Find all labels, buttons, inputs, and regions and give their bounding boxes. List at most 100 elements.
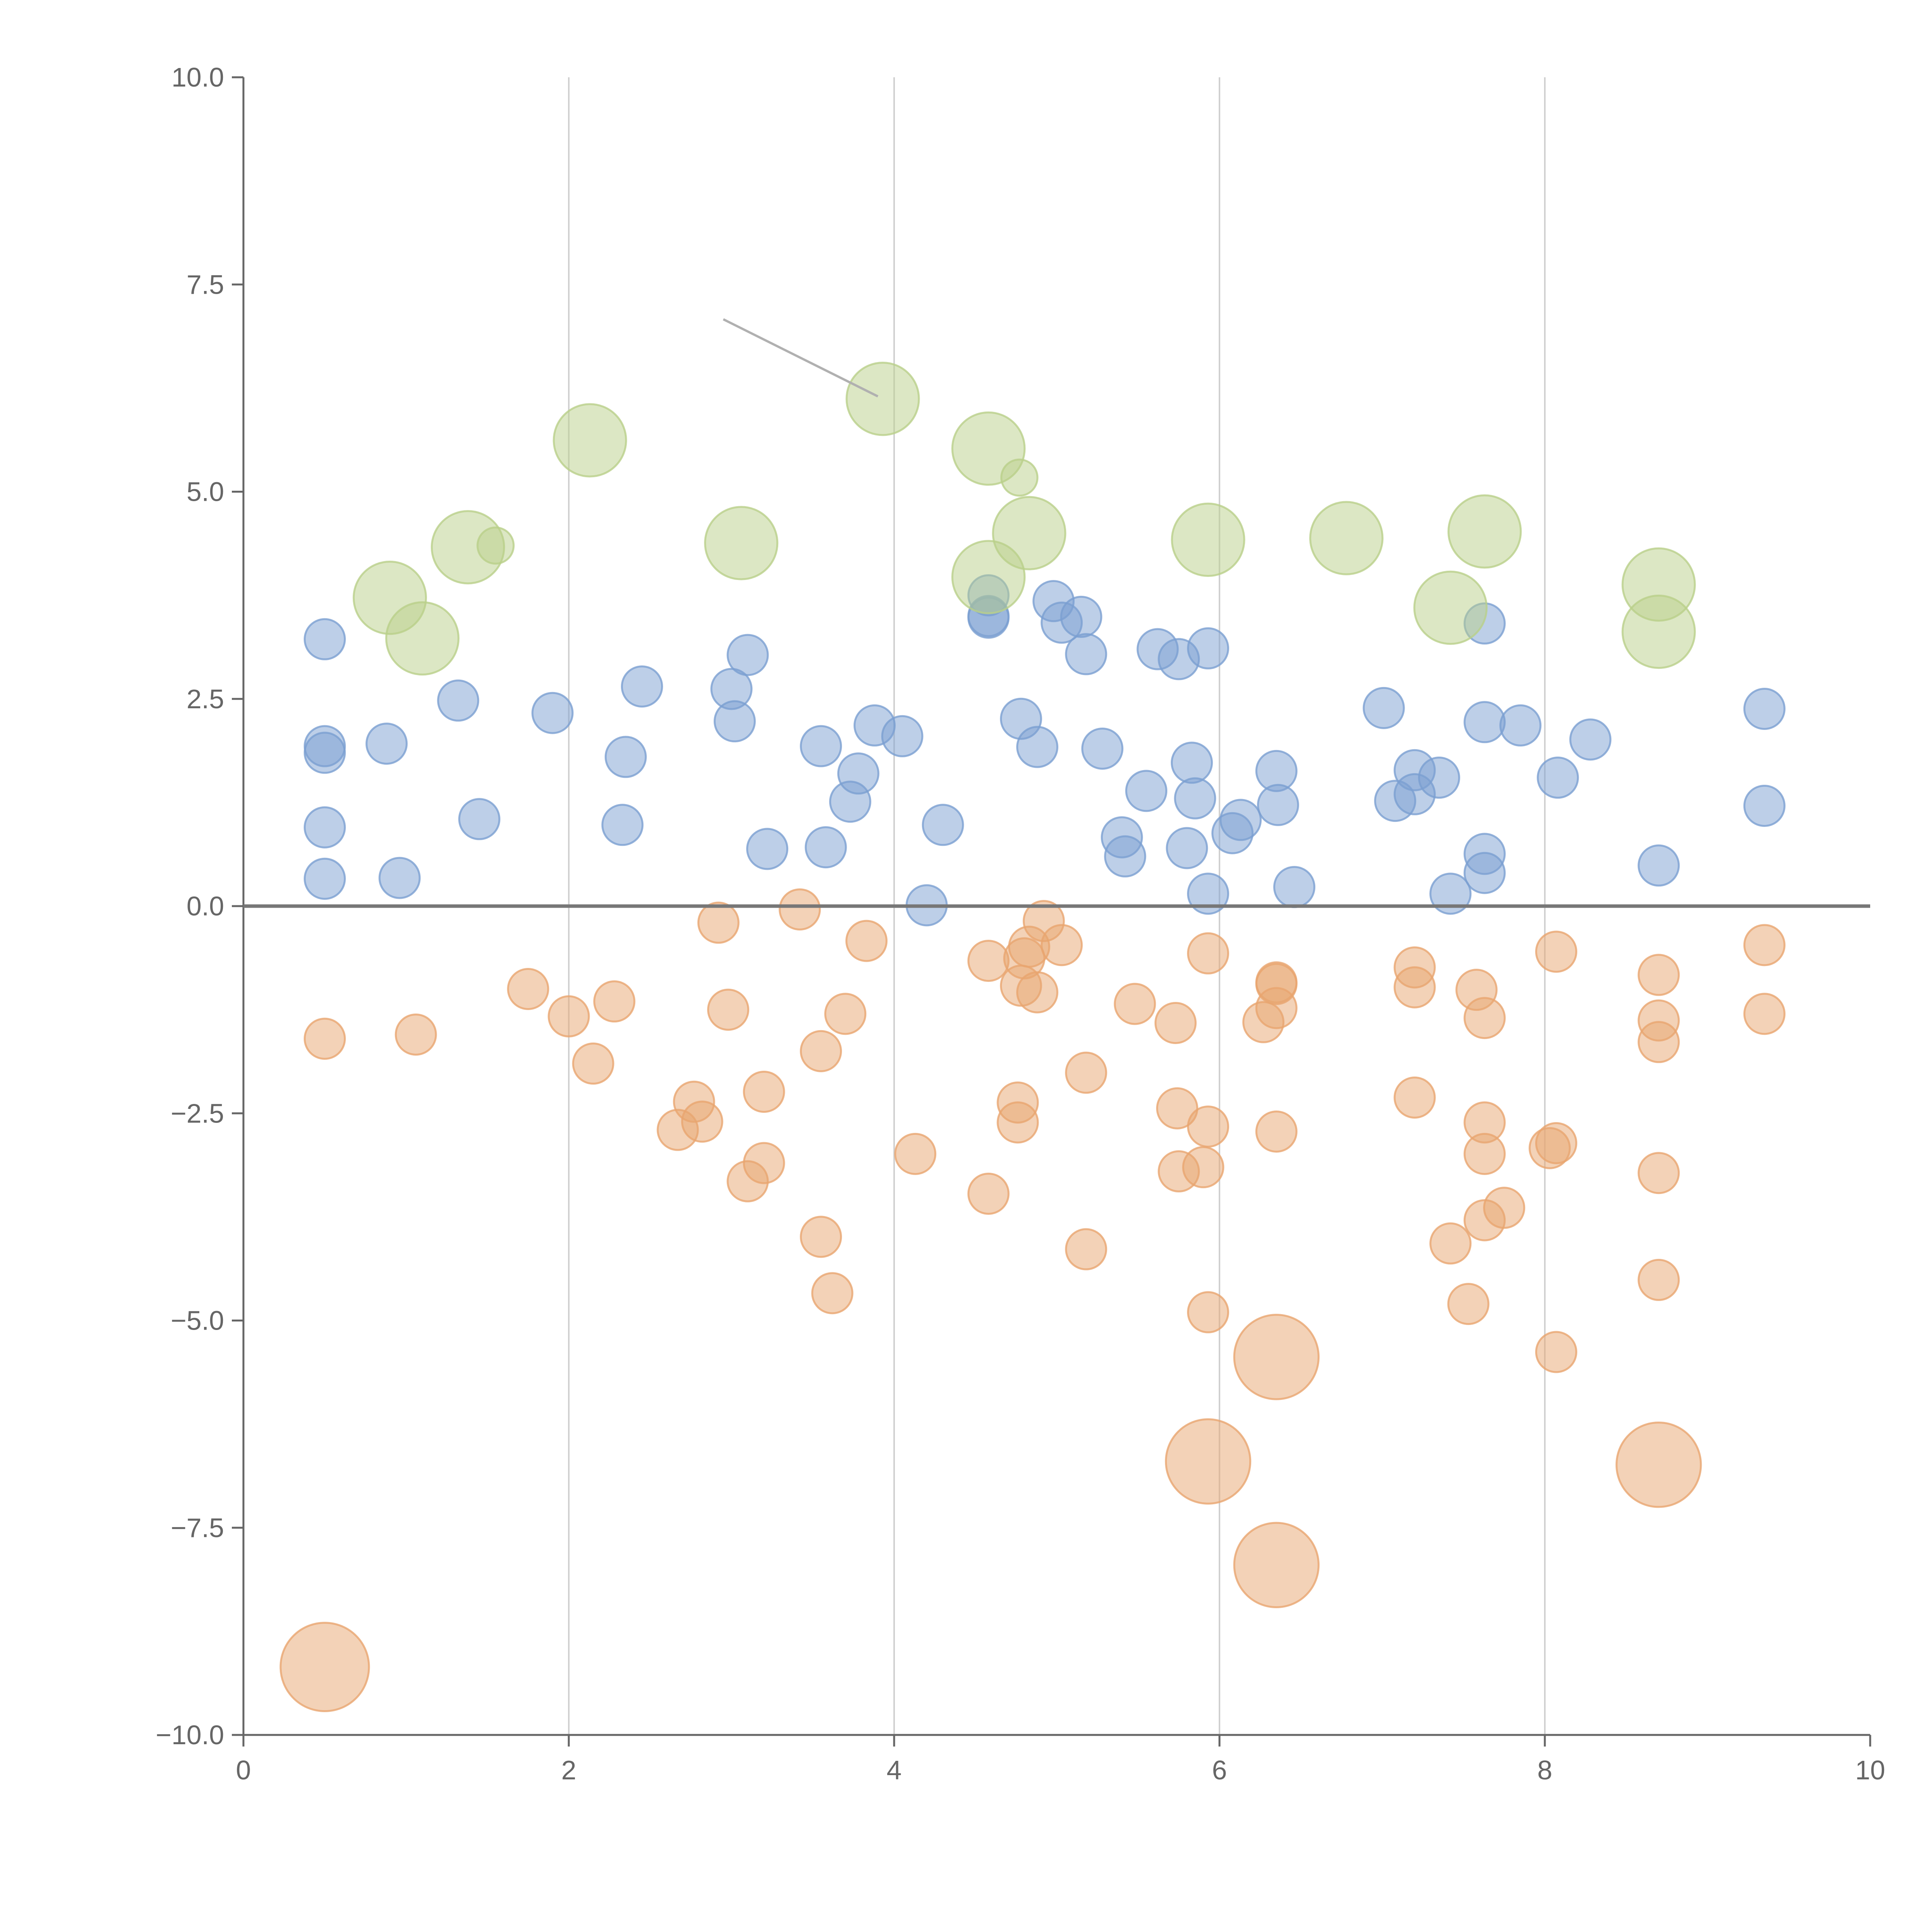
data-point-orange xyxy=(824,993,867,1035)
data-point-orange xyxy=(1463,997,1506,1039)
data-point-blue xyxy=(922,804,964,846)
data-point-orange xyxy=(997,1101,1039,1144)
data-point-blue xyxy=(1273,866,1316,908)
data-point-orange xyxy=(1255,1110,1298,1153)
data-point-orange xyxy=(1182,1146,1225,1189)
data-point-green xyxy=(1621,594,1696,669)
data-point-orange xyxy=(743,1070,785,1113)
data-point-orange xyxy=(697,901,740,944)
data-point-blue xyxy=(304,618,346,660)
data-point-green xyxy=(704,506,779,580)
data-point-blue xyxy=(1104,835,1146,878)
data-point-blue xyxy=(1463,701,1506,743)
x-tick-label: 2 xyxy=(561,1755,577,1785)
y-tick-label: 5.0 xyxy=(187,477,224,507)
data-point-blue xyxy=(604,736,647,778)
data-point-orange xyxy=(572,1043,614,1085)
annotation-leader-line xyxy=(723,318,879,398)
data-point-orange xyxy=(1393,1076,1436,1119)
data-point-orange xyxy=(1447,1283,1490,1325)
data-point-green xyxy=(1171,502,1245,577)
y-tick-label: −5.0 xyxy=(171,1306,224,1336)
data-point-orange xyxy=(1187,1105,1230,1148)
data-point-blue xyxy=(1187,872,1230,915)
data-point-orange xyxy=(1483,1187,1526,1229)
data-point-orange xyxy=(304,1017,346,1060)
y-tick-label: −7.5 xyxy=(171,1513,224,1543)
data-point-blue xyxy=(621,665,663,708)
data-point-orange xyxy=(1065,1051,1107,1094)
data-point-orange xyxy=(1233,1314,1320,1400)
data-point-blue xyxy=(1174,777,1216,820)
y-tick-label: 7.5 xyxy=(187,269,224,299)
data-point-orange xyxy=(1638,954,1680,996)
data-point-blue xyxy=(1743,784,1786,827)
data-point-blue xyxy=(804,826,847,869)
y-tick-label: 0.0 xyxy=(187,891,224,921)
data-point-orange xyxy=(1638,1259,1680,1301)
data-point-orange xyxy=(1743,993,1786,1035)
data-point-orange xyxy=(779,888,821,931)
data-point-orange xyxy=(1255,987,1298,1029)
y-tick-label: −10.0 xyxy=(156,1720,224,1750)
y-tick-label: −2.5 xyxy=(171,1098,224,1128)
y-tick-label: 2.5 xyxy=(187,684,224,714)
data-point-blue xyxy=(1429,872,1472,915)
data-point-green xyxy=(1000,458,1039,497)
data-point-blue xyxy=(1537,757,1579,799)
data-point-orange xyxy=(681,1100,723,1143)
data-point-green xyxy=(476,526,515,565)
data-point-orange xyxy=(1535,930,1577,973)
data-point-blue xyxy=(746,828,789,870)
data-point-orange xyxy=(1165,1418,1252,1505)
data-point-blue xyxy=(437,679,480,722)
data-point-orange xyxy=(1187,932,1230,975)
data-point-orange xyxy=(1743,924,1786,966)
data-point-green xyxy=(1447,494,1522,569)
data-point-blue xyxy=(1125,770,1168,812)
data-point-blue xyxy=(1257,784,1299,826)
data-point-blue xyxy=(726,634,769,676)
data-point-orange xyxy=(800,1030,842,1072)
data-point-orange xyxy=(395,1013,437,1056)
x-tick-label: 6 xyxy=(1212,1755,1227,1785)
data-point-green xyxy=(1309,501,1384,575)
data-point-orange xyxy=(1616,1422,1702,1508)
data-point-orange xyxy=(1535,1122,1577,1164)
data-point-blue xyxy=(1743,687,1786,730)
data-point-blue xyxy=(1166,827,1208,869)
data-point-orange xyxy=(1233,1522,1320,1608)
data-point-blue xyxy=(304,731,346,774)
data-point-blue xyxy=(1081,727,1124,770)
data-point-orange xyxy=(593,980,636,1023)
data-point-blue xyxy=(458,798,500,840)
data-point-blue xyxy=(713,700,756,743)
data-point-orange xyxy=(1429,1222,1472,1265)
data-point-orange xyxy=(743,1142,785,1184)
data-point-blue xyxy=(1463,852,1506,894)
data-point-blue xyxy=(1418,757,1460,799)
data-point-orange xyxy=(1016,971,1058,1014)
x-tick-label: 8 xyxy=(1537,1755,1553,1785)
data-point-orange xyxy=(1535,1331,1577,1373)
data-point-blue xyxy=(601,804,644,846)
data-point-orange xyxy=(1156,1087,1199,1129)
data-point-blue xyxy=(1187,627,1230,670)
data-point-orange xyxy=(1065,1228,1107,1270)
data-point-orange xyxy=(967,940,1010,982)
y-tick-label: 10.0 xyxy=(172,62,224,92)
data-point-orange xyxy=(1638,1021,1680,1063)
data-point-orange xyxy=(707,988,750,1031)
data-point-green xyxy=(385,601,460,676)
data-point-orange xyxy=(894,1133,937,1175)
data-point-blue xyxy=(304,806,346,849)
data-point-blue xyxy=(1060,595,1102,638)
data-point-blue xyxy=(1362,687,1405,729)
x-tick-label: 10 xyxy=(1855,1755,1885,1785)
data-point-orange xyxy=(1114,983,1156,1025)
data-point-blue xyxy=(881,715,923,757)
data-point-blue xyxy=(1638,844,1680,887)
label-layer: 0 2 4 6 8 10 10.0 7.5 5.0 2.5 0.0 −2.5 −5.0 −7.5 −10.0 xyxy=(156,62,1885,1785)
data-point-orange xyxy=(279,1622,370,1713)
